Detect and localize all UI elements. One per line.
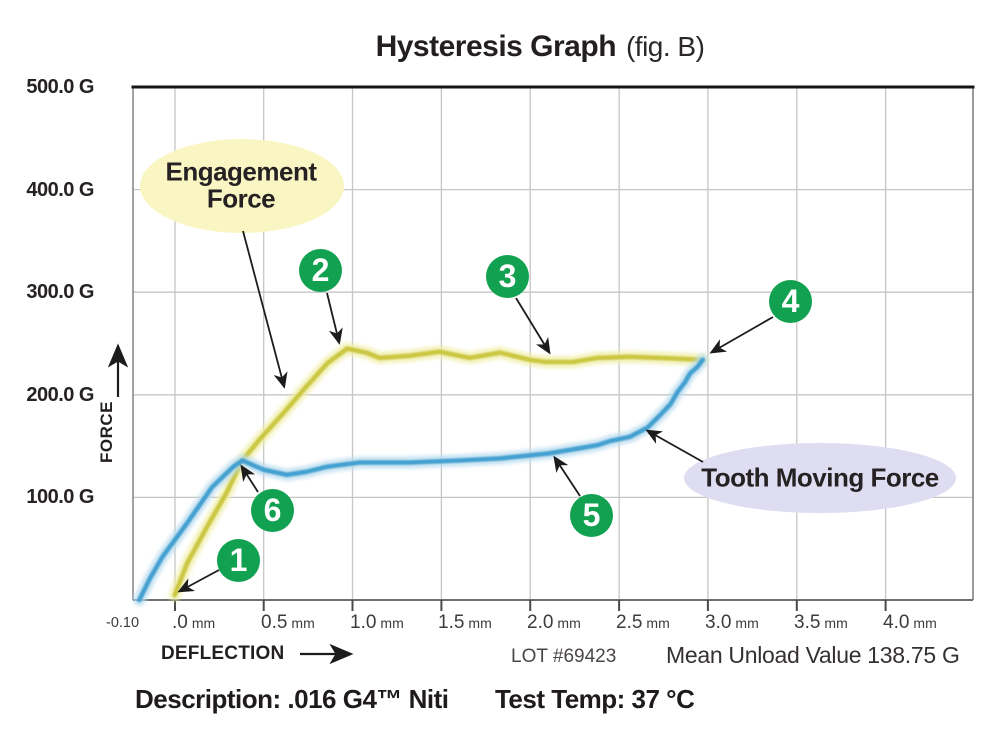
marker-6-arrow xyxy=(240,464,259,493)
marker-6: 6 xyxy=(251,489,294,532)
x-axis-name: DEFLECTION xyxy=(161,643,285,664)
engagement-force-label: Engagement Force xyxy=(165,156,317,214)
marker-4-arrow xyxy=(709,316,774,354)
mean-unload-value: Mean Unload Value 138.75 G xyxy=(666,642,960,668)
unloading-curve xyxy=(133,353,709,606)
x-tick-3_5: 3.5 mm xyxy=(794,612,848,633)
y-tick-300: 300.0 G xyxy=(26,281,94,303)
marker-1-arrow xyxy=(177,569,220,593)
tooth-moving-force-ellipse xyxy=(684,443,956,513)
x-tick-start: -0.10 xyxy=(106,615,140,631)
engagement-arrow xyxy=(242,230,288,389)
plot-border xyxy=(131,85,975,601)
engagement-force-ellipse xyxy=(140,139,344,233)
page-title: Hysteresis Graph (fig. B) xyxy=(376,30,705,64)
x-tick-4_0: 4.0 mm xyxy=(883,612,937,633)
x-tick-0: .0 mm xyxy=(172,612,216,633)
x-tick-2_0: 2.0 mm xyxy=(527,612,581,633)
y-axis-name: FORCE xyxy=(97,401,116,463)
x-tick-3_0: 3.0 mm xyxy=(705,612,759,633)
y-tick-500: 500.0 G xyxy=(26,76,94,98)
marker-4: 4 xyxy=(769,280,812,323)
x-tick-0_5: 0.5 mm xyxy=(261,612,315,633)
x-axis-ticks xyxy=(174,600,887,611)
marker-5: 5 xyxy=(570,494,613,537)
description-row: Description: .016 G4™ Niti Test Temp: 37… xyxy=(135,684,695,715)
tooth-arrow xyxy=(645,429,704,463)
marker-3-arrow xyxy=(515,297,551,355)
axis-arrows xyxy=(107,343,354,665)
marker-5-arrow xyxy=(553,455,581,497)
marker-2: 2 xyxy=(299,249,342,292)
page-title-main: Hysteresis Graph xyxy=(375,30,617,63)
page-title-suffix: (fig. B) xyxy=(625,31,705,62)
y-tick-400: 400.0 G xyxy=(26,179,94,201)
annotation-arrows xyxy=(177,230,774,593)
test-temp-text: Test Temp: 37 °C xyxy=(494,684,695,714)
marker-2-arrow xyxy=(326,292,343,345)
x-tick-1_0: 1.0 mm xyxy=(350,612,404,633)
tooth-moving-force-label: Tooth Moving Force xyxy=(701,462,939,493)
x-tick-1_5: 1.5 mm xyxy=(438,612,492,633)
marker-1: 1 xyxy=(217,539,260,582)
y-tick-100: 100.0 G xyxy=(26,486,94,508)
marker-3: 3 xyxy=(486,255,529,298)
lot-number: LOT #69423 xyxy=(511,646,617,667)
x-tick-2_5: 2.5 mm xyxy=(616,612,670,633)
description-text: Description: .016 G4™ Niti xyxy=(135,684,449,714)
y-tick-200: 200.0 G xyxy=(26,384,94,406)
